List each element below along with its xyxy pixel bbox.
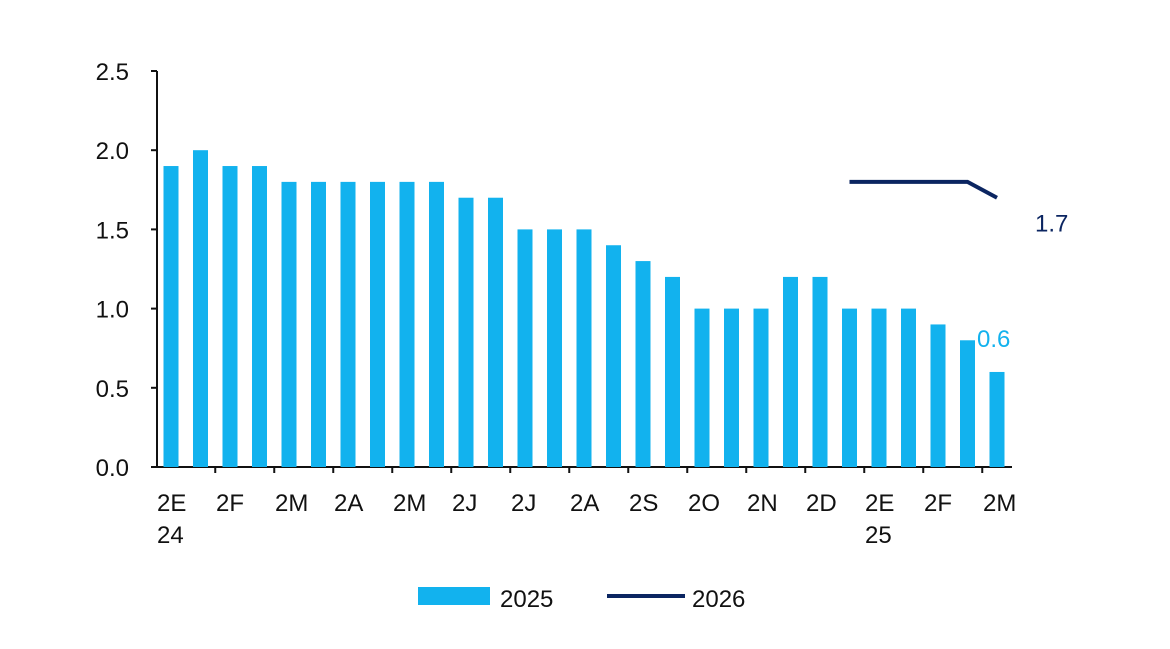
bar xyxy=(871,308,887,467)
bar xyxy=(842,308,857,467)
bar xyxy=(340,181,356,467)
bar xyxy=(606,245,621,467)
bar xyxy=(901,308,916,467)
x-tick-label: 2F xyxy=(924,490,952,517)
bar xyxy=(163,166,179,468)
y-tick-label: 1.5 xyxy=(96,217,129,244)
x-tick-label: 2J xyxy=(452,490,477,517)
bar xyxy=(724,308,739,467)
bar xyxy=(370,181,385,467)
x-tick-label: 2A xyxy=(570,490,599,517)
bar xyxy=(783,276,798,467)
bar xyxy=(547,229,562,467)
line xyxy=(849,179,998,200)
bar xyxy=(222,166,238,468)
x-tick-label: 2A xyxy=(334,490,363,517)
bar xyxy=(635,261,651,467)
x-tick-label: 2E 24 xyxy=(157,490,186,549)
bar xyxy=(488,197,503,467)
bar xyxy=(429,181,444,467)
y-tick-label: 2.0 xyxy=(96,138,129,165)
legend-swatch xyxy=(418,587,490,605)
x-tick-label: 2E 25 xyxy=(865,490,894,549)
bar xyxy=(960,340,975,467)
bar xyxy=(694,308,710,467)
y-tick-label: 0.0 xyxy=(96,455,129,482)
x-tick-label: 2M xyxy=(393,490,426,517)
bar xyxy=(576,229,592,467)
y-tick-label: 1.0 xyxy=(96,297,129,324)
bar xyxy=(281,181,297,467)
bar xyxy=(517,229,533,467)
bar xyxy=(989,371,1005,467)
x-tick-label: 2S xyxy=(629,490,658,517)
bar xyxy=(193,150,208,467)
y-tick-label: 2.5 xyxy=(96,59,129,86)
legend-label: 2026 xyxy=(692,586,745,613)
y-tick-label: 0.5 xyxy=(96,376,129,403)
x-tick-label: 2F xyxy=(216,490,244,517)
legend-label: 2025 xyxy=(500,586,553,613)
bar xyxy=(458,197,474,467)
bar xyxy=(753,308,769,467)
x-tick-label: 2J xyxy=(511,490,536,517)
bar xyxy=(252,166,267,468)
bar xyxy=(311,181,326,467)
x-tick-label: 2N xyxy=(747,490,778,517)
data-label: 0.6 xyxy=(977,326,1010,353)
bar xyxy=(399,181,415,467)
data-label: 1.7 xyxy=(1035,211,1068,238)
x-tick-label: 2M xyxy=(983,490,1016,517)
bar xyxy=(812,276,828,467)
x-tick-label: 2D xyxy=(806,490,837,517)
bar xyxy=(930,324,946,467)
bar xyxy=(665,276,680,467)
x-tick-label: 2O xyxy=(688,490,720,517)
x-tick-label: 2M xyxy=(275,490,308,517)
